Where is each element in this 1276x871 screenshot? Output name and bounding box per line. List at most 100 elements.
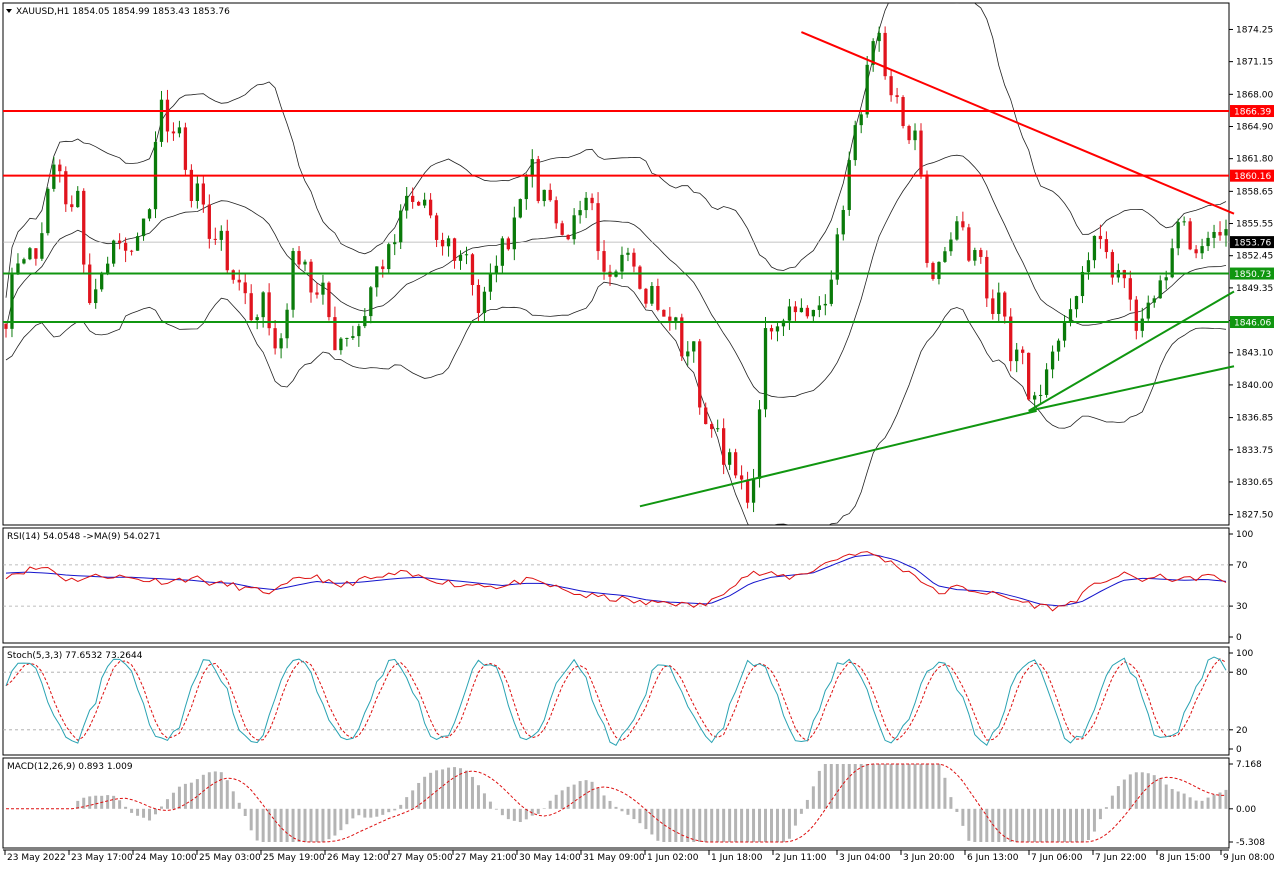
candle-body xyxy=(165,99,170,132)
candle-body xyxy=(955,221,959,240)
candle-body xyxy=(357,326,361,337)
candle-body xyxy=(943,251,947,262)
candle-body xyxy=(40,233,44,259)
candle-body xyxy=(590,197,594,204)
x-tick-label: 1 Jun 18:00 xyxy=(711,853,763,863)
candle-body xyxy=(243,282,247,294)
candle-body xyxy=(931,262,935,279)
candle-body xyxy=(1068,309,1073,323)
y-tick-label: 1827.50 xyxy=(1236,511,1273,521)
stoch-signal-line xyxy=(5,658,1227,742)
candle-body xyxy=(1104,239,1109,253)
candle-body xyxy=(16,263,20,275)
candle-body xyxy=(147,209,152,219)
stoch-y-tick-label: 100 xyxy=(1236,649,1253,659)
candle-body xyxy=(1092,235,1097,261)
candle-body xyxy=(757,409,762,479)
candle-body xyxy=(572,215,576,240)
candle-body xyxy=(177,127,182,134)
candle-body xyxy=(189,169,194,201)
candle-body xyxy=(309,261,313,293)
x-tick-label: 26 May 12:00 xyxy=(327,853,389,863)
candle-body xyxy=(859,114,863,126)
candle-body xyxy=(1170,248,1174,278)
candle-body xyxy=(536,159,540,202)
candle-body xyxy=(913,130,917,141)
candle-body xyxy=(1200,246,1204,254)
candle-body xyxy=(889,76,893,96)
candle-body xyxy=(716,428,720,430)
candle-body xyxy=(434,215,439,240)
candle-body xyxy=(488,272,493,292)
x-tick-label: 8 Jun 15:00 xyxy=(1159,853,1211,863)
macd-y-tick-label: 0.00 xyxy=(1236,805,1256,815)
candle-body xyxy=(584,197,588,211)
level-price-tag xyxy=(1230,316,1274,329)
candle-body xyxy=(297,251,301,265)
candle-body xyxy=(1003,292,1007,317)
candle-body xyxy=(1080,271,1085,297)
candle-body xyxy=(907,126,911,141)
candle-body xyxy=(1032,395,1037,400)
candle-body xyxy=(656,285,660,310)
candle-body xyxy=(811,309,816,317)
stoch-title: Stoch(5,3,3) 77.6532 73.2644 xyxy=(7,651,143,661)
x-tick-label: 7 Jun 06:00 xyxy=(1031,853,1083,863)
candle-body xyxy=(141,218,146,237)
candle-body xyxy=(644,288,648,304)
stoch-y-tick-label: 80 xyxy=(1236,668,1248,678)
rsi-title: RSI(14) 54.0548 ->MA(9) 54.0271 xyxy=(7,532,161,542)
candle-body xyxy=(739,475,744,480)
candle-body xyxy=(877,32,881,42)
candle-body xyxy=(883,32,887,77)
candle-body xyxy=(542,189,546,202)
x-tick-label: 6 Jun 13:00 xyxy=(967,853,1019,863)
candle-body xyxy=(94,289,98,304)
candle-body xyxy=(985,256,989,299)
pane-main xyxy=(2,2,1230,526)
candle-body xyxy=(135,236,140,251)
stoch-y-tick-label: 0 xyxy=(1236,745,1242,755)
candle-body xyxy=(967,227,971,261)
candle-body xyxy=(291,251,295,310)
candle-body xyxy=(381,266,385,270)
candle-body xyxy=(351,336,355,338)
candle-body xyxy=(411,195,415,202)
level-price-tag xyxy=(1230,267,1274,280)
x-tick-label: 9 Jun 08:00 xyxy=(1223,853,1275,863)
candle-body xyxy=(183,127,188,170)
candle-body xyxy=(620,254,624,272)
candle-body xyxy=(727,452,732,465)
candle-body xyxy=(769,328,774,332)
candle-body xyxy=(781,320,786,327)
x-tick-label: 30 May 14:00 xyxy=(519,853,581,863)
resistance-trendline xyxy=(801,31,1235,215)
candle-body xyxy=(1182,221,1186,223)
candle-body xyxy=(823,303,827,306)
candle-body xyxy=(518,199,522,218)
candle-body xyxy=(937,261,941,279)
candle-body xyxy=(686,351,690,357)
candle-body xyxy=(530,159,534,177)
candle-body xyxy=(333,317,337,351)
candle-body xyxy=(393,242,397,245)
candle-body xyxy=(1128,278,1132,300)
candle-body xyxy=(159,99,164,142)
candle-body xyxy=(129,250,134,252)
y-tick-label: 1840.00 xyxy=(1236,381,1273,391)
candle-body xyxy=(482,291,487,314)
candle-body xyxy=(704,407,708,425)
candle-body xyxy=(1164,277,1168,281)
candle-body xyxy=(470,254,475,285)
candle-body xyxy=(710,424,714,430)
x-tick-label: 25 May 03:00 xyxy=(199,853,261,863)
candle-body xyxy=(1074,296,1079,310)
candle-body xyxy=(895,95,899,98)
candle-body xyxy=(369,287,373,317)
candle-body xyxy=(979,250,983,257)
y-tick-label: 1852.45 xyxy=(1236,252,1273,262)
y-tick-label: 1874.25 xyxy=(1236,25,1273,35)
candle-body xyxy=(1152,298,1156,303)
candle-body xyxy=(991,298,995,314)
